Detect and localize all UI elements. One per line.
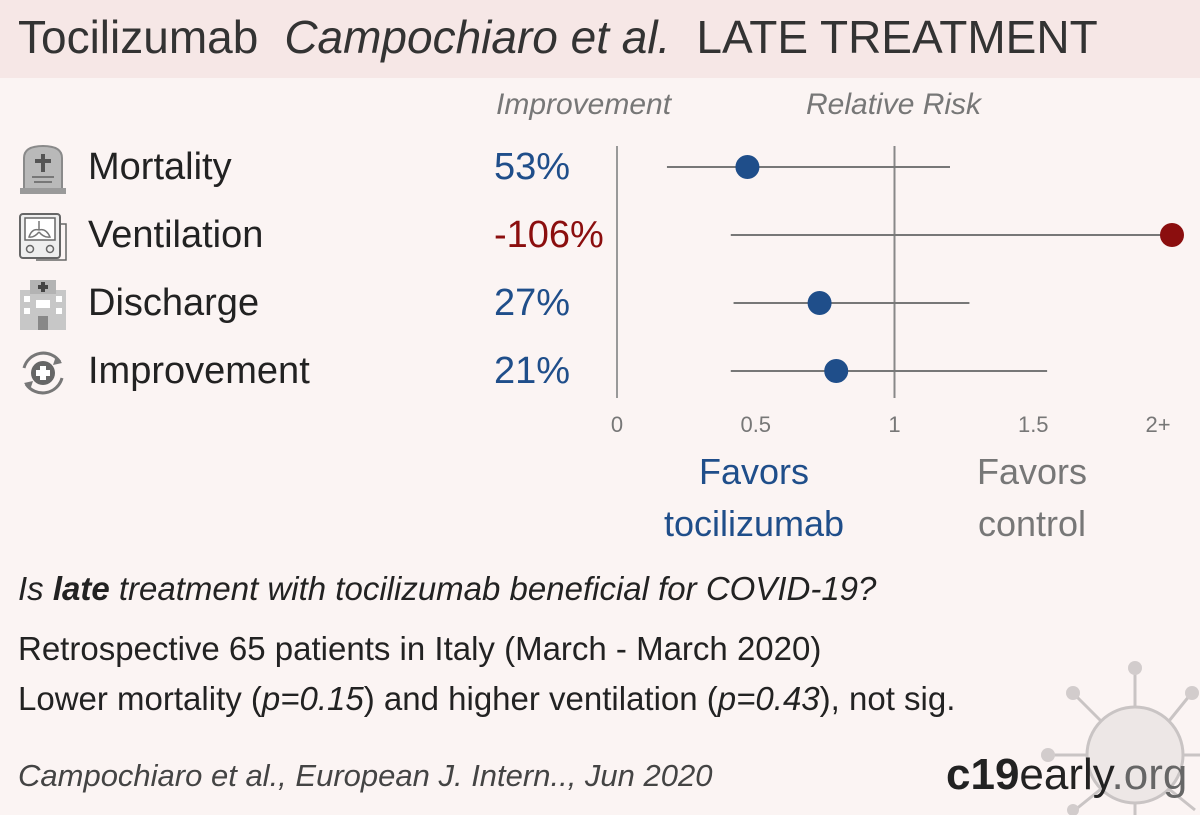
hospital-icon [20, 280, 66, 330]
brand-c19: c19 [946, 750, 1020, 799]
improvement-value: 21% [494, 350, 571, 392]
results-text-b: ) and higher ventilation ( [363, 680, 718, 717]
improvement-value: 53% [494, 146, 571, 188]
study-design-line: Retrospective 65 patients in Italy (Marc… [18, 630, 822, 667]
page-title: Tocilizumab Campochiaro et al. LATE TREATM… [18, 10, 1098, 64]
question-suffix: treatment with tocilizumab beneficial fo… [109, 570, 877, 607]
results-text-a: Lower mortality ( [18, 680, 262, 717]
relative-risk-column-header: Relative Risk [806, 88, 982, 121]
favors-control-line1: Favors [976, 451, 1088, 492]
tombstone-icon [20, 144, 66, 194]
favors-control-label: Favors control [922, 446, 1142, 550]
favors-treatment-line1: Favors [698, 451, 810, 492]
improvement-column-header: Improvement [496, 88, 672, 121]
outcome-row-ventilation: Ventilation -106% [0, 206, 604, 266]
p-value-mortality: p=0.15 [261, 680, 364, 717]
improvement-value: 27% [494, 282, 571, 324]
results-text-c: ), not sig. [819, 680, 956, 717]
p-value-ventilation: p=0.43 [717, 680, 820, 717]
point-estimate [807, 291, 832, 315]
treatment-stage: LATE TREATMENT [696, 11, 1098, 63]
point-estimate [1160, 223, 1184, 247]
brand-logo: c19early.org [946, 750, 1187, 800]
favors-treatment-label: Favors tocilizumab [644, 446, 864, 550]
favors-treatment-line2: tocilizumab [663, 503, 845, 544]
outcome-row-discharge: Discharge 27% [0, 274, 600, 334]
question-prefix: Is [18, 570, 53, 607]
outcome-label: Discharge [88, 282, 260, 324]
title-bar: Tocilizumab Campochiaro et al. LATE TREATM… [0, 0, 1200, 78]
outcome-label: Improvement [88, 350, 310, 392]
outcome-label: Ventilation [88, 214, 264, 256]
recovery-icon [22, 351, 64, 395]
x-tick-label: 0.5 [740, 412, 771, 437]
x-tick-label: 1 [888, 412, 900, 437]
virus-icon [1041, 661, 1200, 815]
outcome-row-improvement: Improvement 21% [0, 342, 600, 402]
ventilator-icon [19, 213, 67, 261]
citation: Campochiaro et al., European J. Intern..… [18, 758, 713, 793]
question-emphasis: late [52, 570, 110, 607]
brand-early: early [1019, 750, 1112, 799]
point-estimate [735, 155, 760, 179]
drug-name: Tocilizumab [18, 11, 259, 63]
results-line: Lower mortality (p=0.15) and higher vent… [18, 680, 955, 718]
outcome-row-mortality: Mortality 53% [0, 138, 600, 198]
x-tick-label: 0 [611, 412, 623, 437]
x-tick-label: 2+ [1145, 412, 1170, 437]
summary-question: Is late treatment with tocilizumab benef… [18, 570, 876, 608]
brand-tld: .org [1111, 750, 1188, 799]
improvement-value: -106% [494, 214, 604, 256]
study-authors: Campochiaro et al. [284, 11, 671, 63]
outcome-label: Mortality [88, 146, 232, 188]
favors-control-line2: control [977, 503, 1087, 544]
point-estimate [824, 359, 849, 383]
x-tick-label: 1.5 [1018, 412, 1049, 437]
